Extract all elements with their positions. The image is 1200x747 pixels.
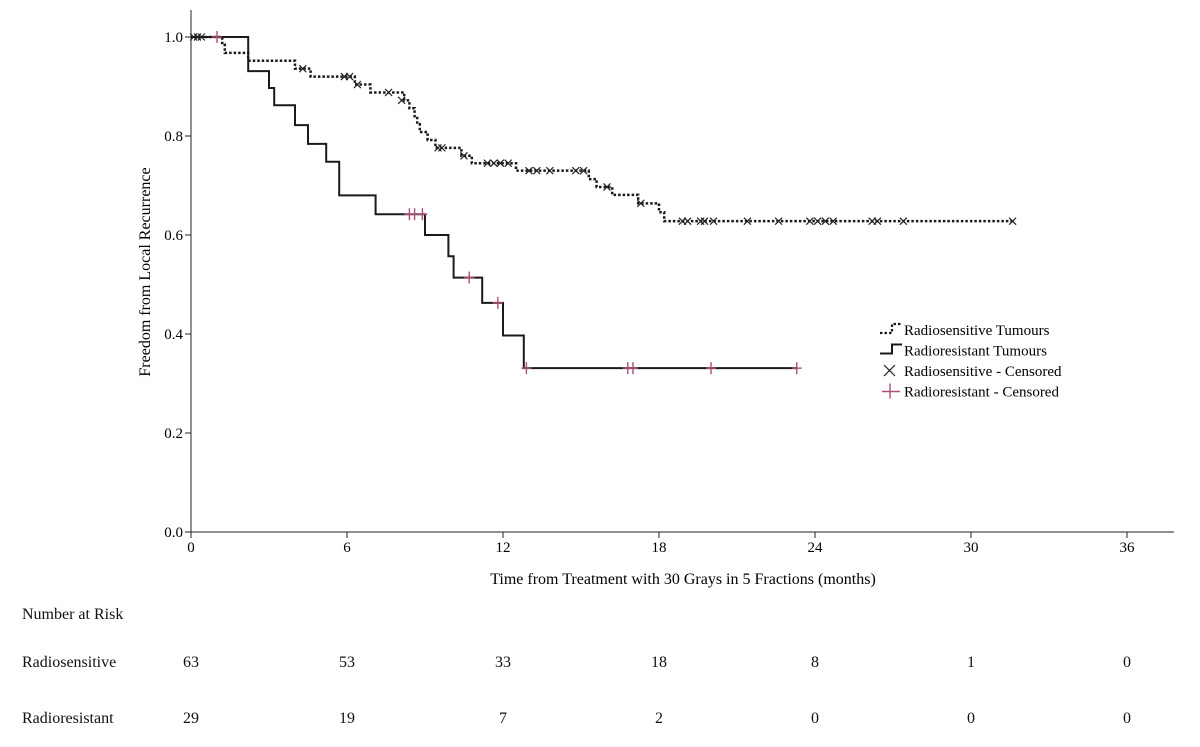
km-plot: 0 6 12 18 24 30 36 0.0 0.2 0.4 0.6 0.8 1.0 Freedom f… [137,10,1174,588]
legend-item: Radioresistant - Censored [882,383,1059,401]
radiosensitive-censor-mark [636,199,645,208]
risk-count: 0 [967,710,975,727]
radioresistant-censor-mark [492,296,503,309]
legend-label: Radioresistant Tumours [904,344,1047,360]
risk-count: 0 [1123,654,1131,671]
legend-item: Radiosensitive Tumours [880,322,1050,339]
y-tick-label: 0.0 [164,525,183,541]
censor-layer [189,31,1017,375]
risk-count: 2 [655,710,663,727]
radioresistant-censor-mark [464,271,475,284]
y-axis-title: Freedom from Local Recurrence [137,167,154,376]
legend-solid-line-icon [880,343,902,355]
radiosensitive-censor-mark [603,183,611,191]
radiosensitive-censor-mark [504,159,513,168]
radioresistant-censor-mark [706,362,716,375]
y-tick-label: 0.4 [164,327,183,343]
radiosensitive-censor-mark [813,217,822,226]
radiosensitive-censor-mark [532,166,541,175]
ticks: 0 6 12 18 24 30 36 0.0 0.2 0.4 0.6 0.8 1.0 [164,30,1135,556]
radiosensitive-censor-mark [709,217,718,226]
x-tick-label: 36 [1120,540,1136,556]
y-tick-label: 0.8 [164,129,183,145]
risk-count: 63 [183,654,199,671]
risk-row-label: Radiosensitive [22,654,117,671]
number-at-risk-title: Number at Risk [22,606,124,623]
risk-count: 53 [339,654,355,671]
radiosensitive-censor-mark [545,166,554,175]
y-tick-label: 0.6 [164,228,183,244]
legend-label: Radiosensitive - Censored [904,364,1062,380]
radiosensitive-censor-mark [496,159,505,168]
radiosensitive-censor-mark [483,159,492,168]
radiosensitive-censor-mark [899,217,908,226]
radiosensitive-censor-mark [489,159,498,168]
radiosensitive-censor-mark [298,64,307,73]
x-tick-label: 18 [652,540,667,556]
radiosensitive-censor-mark [437,143,446,152]
radiosensitive-censor-mark [873,217,882,226]
radiosensitive-censor-mark [353,80,362,89]
x-tick-label: 12 [496,540,511,556]
radiosensitive-censor-mark [384,88,393,97]
legend-item: Radioresistant Tumours [880,343,1047,360]
legend-label: Radiosensitive Tumours [904,323,1050,339]
radiosensitive-censor-mark [696,217,705,226]
risk-count: 8 [811,654,819,671]
radiosensitive-censor-mark [700,217,709,226]
risk-count: 18 [651,654,667,671]
radiosensitive-censor-mark [829,217,838,226]
risk-count: 7 [499,710,507,727]
y-tick-label: 1.0 [164,30,183,46]
x-tick-label: 0 [187,540,195,556]
risk-count: 1 [967,654,975,671]
x-tick-label: 30 [964,540,979,556]
radiosensitive-censor-mark [1008,217,1017,226]
legend-label: Radioresistant - Censored [904,385,1059,401]
x-axis-title: Time from Treatment with 30 Grays in 5 F… [490,571,876,588]
radiosensitive-curve [191,35,1013,223]
legend-dotted-line-icon [880,322,902,335]
radioresistant-censor-mark [212,31,222,43]
series-layer [191,35,1013,370]
radiosensitive-censor-mark [579,166,588,175]
radiosensitive-censor-mark [525,166,533,175]
x-tick-label: 24 [808,540,824,556]
radiosensitive-censor-mark [743,217,752,226]
risk-count: 33 [495,654,511,671]
radioresistant-curve [191,36,797,370]
radiosensitive-censor-mark [683,217,692,226]
radiosensitive-censor-mark [774,217,783,226]
radiosensitive-censor-mark [805,217,814,226]
radiosensitive-censor-mark [571,166,580,175]
risk-count: 19 [339,710,355,727]
radiosensitive-censor-mark [460,151,468,160]
risk-count: 0 [811,710,819,727]
axes [190,10,1174,533]
radiosensitive-censor-mark [345,72,354,81]
legend: Radiosensitive Tumours Radioresistant Tum… [880,322,1062,401]
legend-item: Radiosensitive - Censored [883,364,1062,380]
x-tick-label: 6 [343,540,351,556]
risk-row-label: Radioresistant [22,710,114,727]
radioresistant-censor-mark [628,362,638,375]
y-tick-label: 0.2 [164,426,183,442]
radioresistant-censor-mark [417,208,428,221]
radiosensitive-censor-mark [397,96,406,105]
radiosensitive-censor-mark [821,217,830,226]
radioresistant-censor-mark [791,362,802,375]
radiosensitive-censor-mark [197,33,206,41]
radioresistant-censor-mark [521,362,532,375]
risk-count: 0 [1123,710,1131,727]
risk-count: 29 [183,710,199,727]
